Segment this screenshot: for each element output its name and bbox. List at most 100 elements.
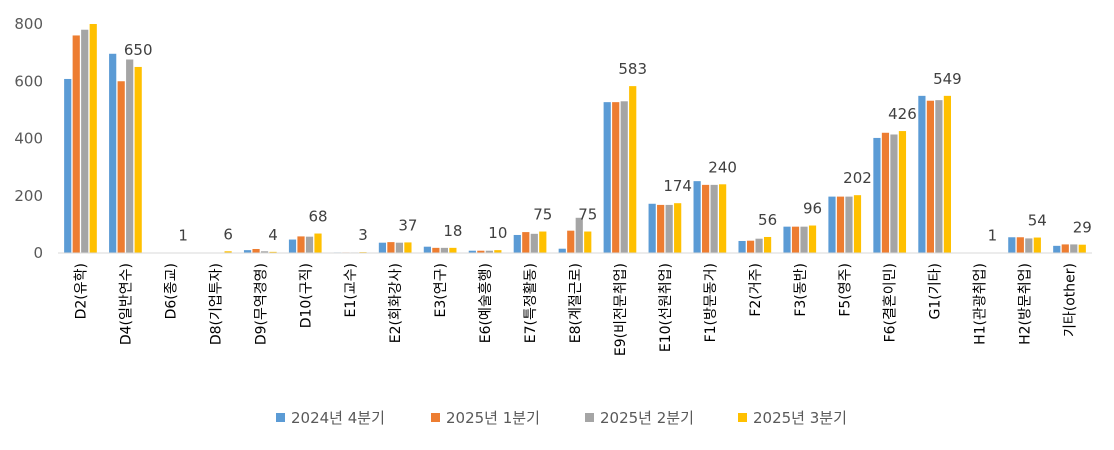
bar xyxy=(898,131,907,253)
data-label: 68 xyxy=(308,208,327,226)
bar xyxy=(808,225,817,253)
data-label: 29 xyxy=(1073,219,1092,237)
bar xyxy=(1078,244,1086,253)
bar xyxy=(1033,237,1041,253)
data-label: 75 xyxy=(578,206,597,224)
category-label: D8(기업투자) xyxy=(208,263,224,345)
data-label: 10 xyxy=(488,224,507,242)
bar xyxy=(314,233,322,253)
category-label: E1(교수) xyxy=(343,263,359,317)
category-label: H2(방문취업) xyxy=(1018,263,1034,345)
bar xyxy=(477,250,485,253)
bar xyxy=(423,246,431,253)
data-label: 650 xyxy=(124,41,153,59)
bar xyxy=(89,24,97,253)
bar xyxy=(575,217,583,253)
bar xyxy=(522,232,530,253)
bar xyxy=(1025,238,1033,253)
category-label: E6(예술흥행) xyxy=(478,263,494,343)
y-tick-label: 0 xyxy=(33,244,43,262)
category-label: F1(방문동거) xyxy=(703,263,719,342)
data-label: 202 xyxy=(843,169,872,187)
legend-label: 2024년 4분기 xyxy=(291,409,385,427)
category-label: H1(관광취업) xyxy=(973,263,989,345)
category-label: F2(거주) xyxy=(748,263,764,317)
y-axis: 0 200 400 600 800 xyxy=(14,15,43,262)
category-label: E2(회화강사) xyxy=(388,263,404,343)
bar xyxy=(297,236,305,253)
bar xyxy=(558,248,566,253)
bar xyxy=(648,203,656,253)
category-label: D4(일반연수) xyxy=(118,263,134,345)
bar xyxy=(603,102,611,254)
bars xyxy=(64,24,1086,254)
category-label: D10(구직) xyxy=(298,263,314,328)
bar xyxy=(1070,244,1078,253)
legend-swatch xyxy=(276,413,285,422)
legend-label: 2025년 1분기 xyxy=(446,409,540,427)
bar xyxy=(252,248,260,253)
bar xyxy=(926,100,934,253)
data-label: 56 xyxy=(758,211,777,229)
data-label: 174 xyxy=(663,177,692,195)
bar xyxy=(873,137,881,253)
bar xyxy=(674,203,682,253)
bar xyxy=(432,247,440,253)
bar xyxy=(81,29,89,253)
bar xyxy=(485,250,493,253)
category-label: F3(동반) xyxy=(793,263,809,317)
y-tick-label: 400 xyxy=(14,130,43,148)
bar xyxy=(828,196,836,253)
data-label: 240 xyxy=(708,158,737,176)
bar xyxy=(567,230,575,253)
category-label: F6(결혼이민) xyxy=(883,263,899,342)
legend-label: 2025년 3분기 xyxy=(753,409,847,427)
y-tick-label: 200 xyxy=(14,187,43,205)
bar xyxy=(845,196,853,253)
data-label: 583 xyxy=(618,60,647,78)
bar xyxy=(468,250,476,253)
bar xyxy=(853,195,862,253)
bar xyxy=(260,251,269,253)
data-label: 426 xyxy=(888,105,917,123)
bar xyxy=(763,236,772,253)
bar xyxy=(836,196,845,253)
bar xyxy=(710,184,718,253)
bar xyxy=(109,53,117,253)
bar xyxy=(117,81,125,253)
bar xyxy=(305,236,314,253)
bar xyxy=(440,247,448,253)
category-label: E3(연구) xyxy=(433,263,449,317)
bar xyxy=(64,78,72,254)
category-label: F5(영주) xyxy=(838,263,854,317)
bar xyxy=(126,59,134,253)
bar xyxy=(224,251,232,253)
bar xyxy=(1016,237,1024,253)
bar xyxy=(513,234,521,253)
category-label: G1(기타) xyxy=(928,263,944,319)
category-label: E10(선원취업) xyxy=(658,263,674,352)
category-label: 기타(other) xyxy=(1063,263,1079,337)
x-axis: D2(유학) D4(일반연수) D6(종교) D8(기업투자) D9(무역경영) D10(… xyxy=(73,263,1078,356)
data-labels: 650 1 6 4 68 3 37 18 10 75 75 583 174 240 56 96 202 426 54… xyxy=(124,41,1092,245)
bar xyxy=(702,184,710,253)
bar xyxy=(404,242,412,253)
legend: 2024년 4분기 2025년 1분기 2025년 2분기 2025년 3분기 xyxy=(276,409,847,427)
bar xyxy=(1008,237,1016,253)
bar xyxy=(719,184,727,253)
bar xyxy=(755,238,763,253)
bar xyxy=(665,204,673,253)
bar xyxy=(890,134,898,253)
data-label: 54 xyxy=(1028,212,1047,230)
data-label: 3 xyxy=(358,226,368,244)
bar xyxy=(530,233,538,253)
bar xyxy=(881,132,890,253)
data-label: 75 xyxy=(533,206,552,224)
category-label: E9(비전문취업) xyxy=(613,263,629,356)
data-label: 37 xyxy=(398,216,417,234)
bar xyxy=(449,247,457,253)
category-label: D6(종교) xyxy=(163,263,179,319)
bar xyxy=(243,250,252,253)
category-label: E7(특정활동) xyxy=(523,263,539,343)
